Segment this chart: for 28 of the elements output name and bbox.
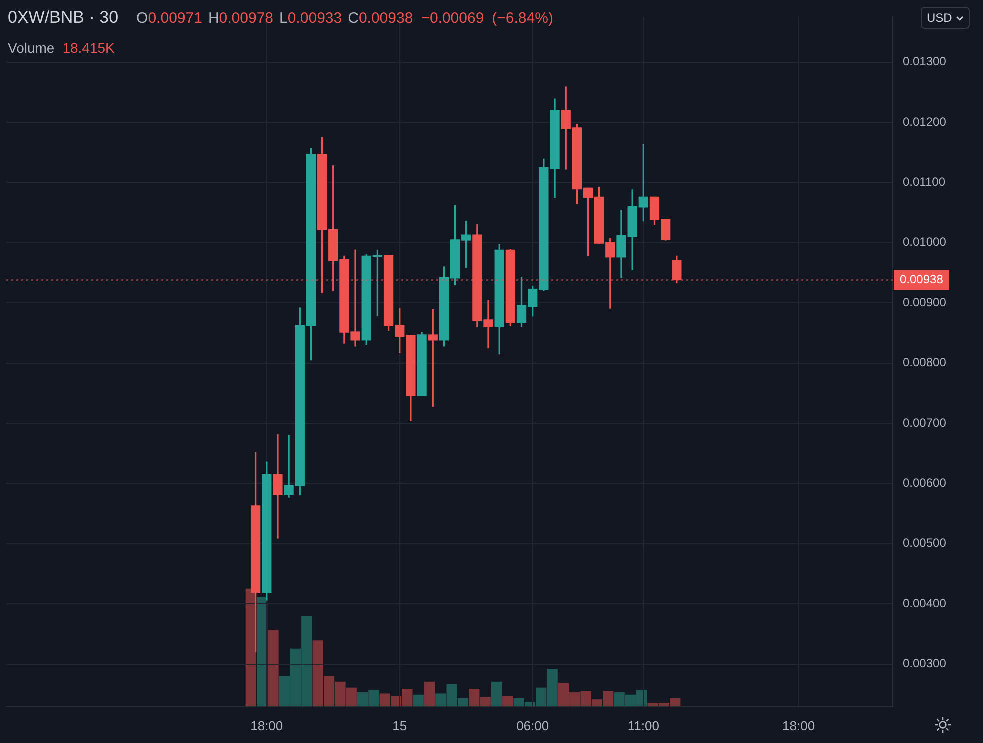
chart-title: Volume xyxy=(8,40,55,56)
y-tick-label: 0.00900 xyxy=(903,295,947,310)
y-tick-label: 0.00500 xyxy=(903,536,947,550)
ref-line-label: 0.00938 xyxy=(900,272,944,287)
x-tick-label: 18:00 xyxy=(782,718,816,734)
annotation: 18.415K xyxy=(62,40,115,56)
candlestick xyxy=(273,434,283,539)
y-tick-label: 0.00800 xyxy=(903,356,947,370)
bar xyxy=(268,630,279,707)
bar xyxy=(424,682,436,707)
text: USD xyxy=(921,7,970,29)
y-tick-label: 0.01000 xyxy=(903,235,947,250)
x-tick-label: 11:00 xyxy=(628,718,660,734)
text: O0.00971 H0.00978 L0.00933 C0.00938 −0.00069 (−6.84%) xyxy=(136,10,554,27)
chart-title: 0XW/BNB · 30 xyxy=(8,8,119,27)
y-tick-label: 0.00400 xyxy=(903,596,947,610)
y-tick-label: 0.00700 xyxy=(903,416,947,430)
y-tick-label: 0.01100 xyxy=(903,175,946,190)
bar xyxy=(491,682,502,707)
bar xyxy=(502,696,514,707)
x-tick-label: 06:00 xyxy=(516,718,550,734)
y-tick-label: 0.00600 xyxy=(903,476,947,490)
y-tick-label: 0.01300 xyxy=(903,54,947,69)
x-tick-label: 15 xyxy=(392,718,408,734)
x-tick-label: 18:00 xyxy=(250,718,284,734)
bar xyxy=(413,694,424,707)
y-tick-label: 0.01200 xyxy=(903,114,947,129)
y-tick-label: 0.00300 xyxy=(903,656,947,671)
